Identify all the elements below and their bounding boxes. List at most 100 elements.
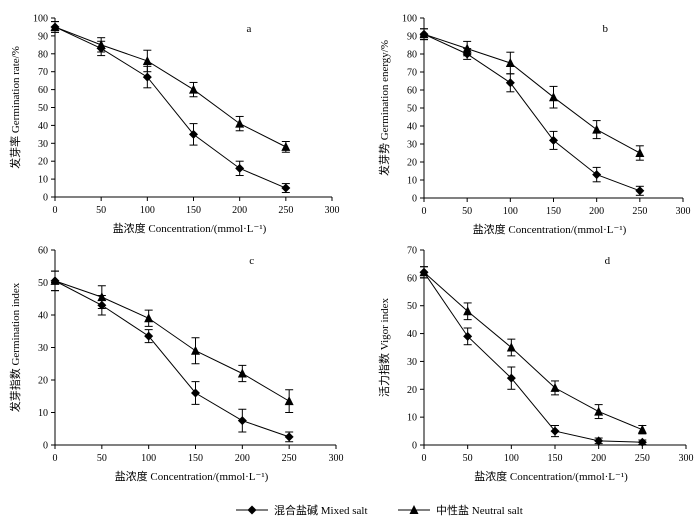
panel-letter: d — [605, 255, 611, 267]
y-tick-label: 0 — [43, 193, 48, 204]
legend-neutral-marker — [409, 505, 419, 514]
data-point-diamond — [637, 437, 647, 447]
x-axis-title: 盐浓度 Concentration/(mmol·L⁻¹) — [474, 469, 628, 483]
data-point-triangle — [419, 267, 429, 277]
x-tick-label: 100 — [504, 453, 519, 464]
data-point-diamond — [237, 416, 247, 426]
y-tick-label: 100 — [402, 14, 417, 25]
legend-neutral-label: 中性盐 Neutral salt — [436, 503, 523, 517]
y-tick-label: 80 — [38, 49, 48, 60]
x-tick-label: 0 — [422, 453, 427, 464]
chart-panel-d: 0 10 20 30 40 50 60 70 0 50 100 150 200 250 300 盐浓度 Con… — [377, 246, 694, 484]
data-point-diamond — [191, 388, 200, 398]
data-point-diamond — [463, 331, 473, 341]
y-tick-label: 0 — [412, 194, 417, 205]
x-tick-label: 200 — [589, 206, 604, 217]
x-tick-label: 50 — [96, 205, 106, 216]
data-point-diamond — [505, 78, 515, 88]
data-point-triangle — [419, 29, 429, 39]
chart-panel-a: 0 10 20 30 40 50 60 70 80 90 100 0 50 100 150 200 250 300… — [8, 14, 340, 236]
data-point-triangle — [96, 39, 106, 49]
x-tick-label: 300 — [329, 453, 344, 464]
x-tick-label: 250 — [632, 206, 647, 217]
legend: 混合盐碱 Mixed salt 中性盐 Neutral salt — [236, 503, 523, 517]
series-line-mixed — [54, 280, 290, 438]
x-tick-label: 200 — [235, 453, 250, 464]
y-tick-label: 10 — [38, 175, 48, 186]
data-point-diamond — [284, 432, 294, 442]
data-point-triangle — [97, 292, 107, 302]
data-point-triangle — [284, 396, 294, 406]
x-tick-label: 150 — [186, 205, 201, 216]
data-point-triangle — [50, 21, 60, 31]
data-point-triangle — [594, 406, 604, 416]
y-tick-label: 70 — [38, 67, 48, 78]
y-axis-title: 发芽势 Germination energy/% — [377, 40, 391, 176]
y-tick-label: 50 — [407, 301, 417, 312]
y-tick-label: 40 — [38, 311, 48, 322]
x-tick-label: 150 — [546, 206, 561, 217]
y-tick-label: 30 — [38, 139, 48, 150]
x-tick-label: 300 — [325, 205, 340, 216]
data-point-triangle — [506, 342, 516, 352]
x-tick-label: 100 — [140, 205, 155, 216]
x-tick-label: 250 — [278, 205, 293, 216]
x-tick-label: 50 — [462, 206, 472, 217]
data-point-diamond — [281, 183, 291, 193]
series-line-neutral — [54, 26, 287, 148]
x-tick-label: 50 — [97, 453, 107, 464]
data-point-diamond — [142, 72, 152, 82]
y-tick-label: 50 — [407, 104, 417, 115]
x-tick-label: 250 — [635, 453, 650, 464]
series-line-neutral — [423, 271, 643, 431]
x-tick-label: 100 — [503, 206, 518, 217]
y-tick-label: 40 — [38, 121, 48, 132]
data-point-triangle — [592, 124, 602, 134]
data-point-triangle — [463, 306, 473, 316]
data-point-triangle — [505, 58, 515, 67]
y-tick-label: 0 — [43, 441, 48, 452]
x-tick-label: 100 — [141, 453, 156, 464]
chart-panel-b: 0 10 20 30 40 50 60 70 80 90 100 0 50 100 150 200 250 300… — [377, 14, 691, 237]
panel-letter: c — [249, 255, 254, 267]
y-tick-label: 30 — [407, 140, 417, 151]
y-tick-label: 20 — [38, 376, 48, 387]
data-point-triangle — [550, 382, 560, 392]
data-point-triangle — [237, 368, 247, 378]
data-point-triangle — [462, 43, 472, 53]
y-tick-label: 100 — [33, 14, 48, 25]
x-tick-label: 150 — [188, 453, 203, 464]
y-tick-label: 70 — [407, 246, 417, 257]
y-tick-label: 50 — [38, 103, 48, 114]
data-point-diamond — [506, 373, 516, 383]
y-tick-label: 20 — [407, 385, 417, 396]
series-line-mixed — [54, 26, 287, 189]
data-point-triangle — [50, 275, 60, 285]
x-tick-label: 200 — [232, 205, 247, 216]
x-tick-label: 0 — [422, 206, 427, 217]
series-line-neutral — [423, 33, 641, 154]
data-point-triangle — [189, 84, 198, 94]
data-point-diamond — [189, 129, 198, 139]
data-point-triangle — [281, 141, 291, 151]
data-point-diamond — [594, 436, 604, 446]
series-line-neutral — [54, 280, 290, 402]
y-tick-label: 30 — [407, 357, 417, 368]
legend-mixed-marker — [247, 505, 257, 515]
y-tick-label: 60 — [407, 86, 417, 97]
chart-panel-c: 0 10 20 30 40 50 60 0 50 100 150 200 250 300 盐浓度 Conce… — [8, 246, 344, 484]
data-point-triangle — [142, 55, 152, 65]
y-tick-label: 50 — [38, 278, 48, 289]
x-tick-label: 150 — [548, 453, 563, 464]
x-tick-label: 250 — [282, 453, 297, 464]
y-axis-title: 发芽率 Germination rate/% — [8, 46, 22, 169]
data-point-triangle — [637, 424, 647, 434]
series-line-mixed — [423, 272, 643, 443]
x-tick-label: 50 — [463, 453, 473, 464]
y-axis-title: 发芽指数 Germination index — [8, 282, 22, 412]
x-tick-label: 300 — [679, 453, 694, 464]
data-point-diamond — [144, 331, 154, 341]
y-tick-label: 10 — [38, 408, 48, 419]
x-tick-label: 300 — [676, 206, 691, 217]
x-axis-title: 盐浓度 Concentration/(mmol·L⁻¹) — [473, 222, 627, 236]
